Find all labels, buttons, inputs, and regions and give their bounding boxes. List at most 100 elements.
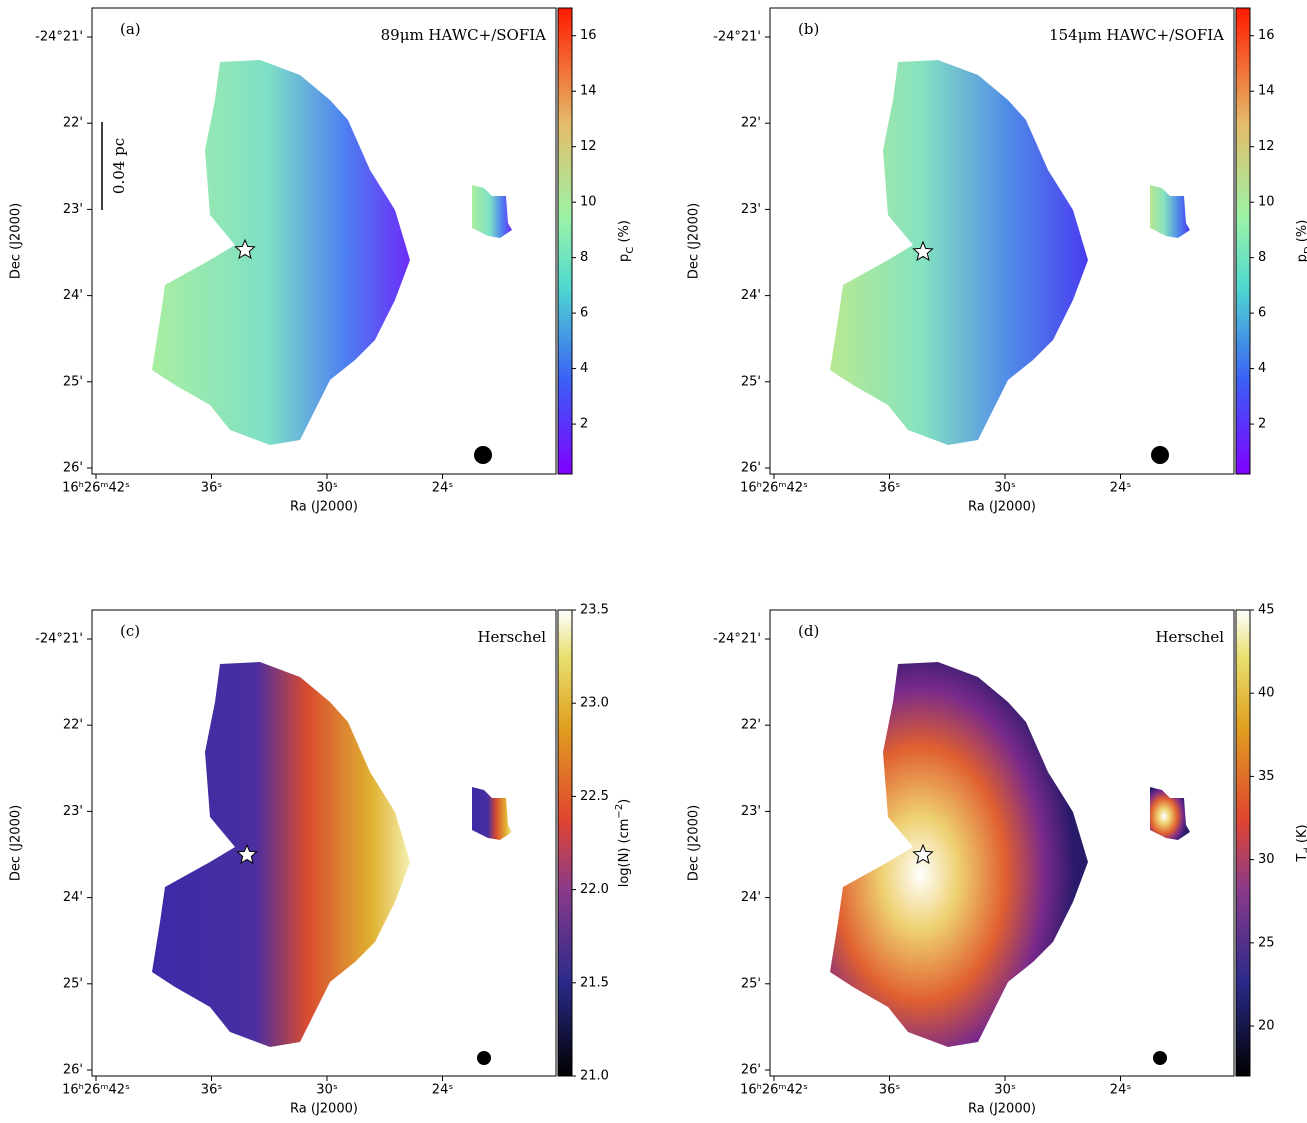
colorbar-label: log(N) (cm−2): [614, 799, 632, 888]
colorbar-label: pC (%): [617, 220, 636, 262]
colorbar-tick-label: 45: [1258, 603, 1275, 618]
colorbar-tick-label: 30: [1258, 852, 1275, 867]
colorbar: [557, 609, 573, 1077]
map-region: [830, 60, 1088, 445]
colorbar-tick-label: 22.5: [580, 789, 609, 804]
y-axis-label: Dec (J2000): [9, 805, 24, 881]
x-axis-label: Ra (J2000): [968, 1102, 1036, 1117]
colorbar-tick-label: 6: [1258, 306, 1266, 321]
protostar-marker: [912, 240, 934, 262]
colorbar: [1235, 609, 1251, 1077]
panel-label: (c): [120, 622, 140, 640]
colorbar-tick-label: 2: [580, 417, 588, 432]
map-region: [472, 787, 512, 840]
colorbar-tick-label: 22.0: [580, 882, 609, 897]
beam: [1151, 446, 1169, 464]
colorbar-tick-label: 16: [1258, 28, 1275, 43]
colorbar-label-part: T: [1295, 854, 1307, 863]
colorbar-tick-label: 21.5: [580, 975, 609, 990]
panel-label: (d): [798, 622, 819, 640]
x-tick-label: 30ˢ: [994, 481, 1016, 496]
axes-frame: [91, 7, 557, 475]
y-tick-label: 26': [63, 1063, 83, 1078]
panel-label: (b): [798, 20, 819, 38]
colorbar-label-part: D: [1303, 246, 1307, 254]
x-tick-label: 36ˢ: [879, 1083, 901, 1098]
colorbar-label-part: d: [1303, 847, 1307, 853]
panel: (d) Herschel -24°21' 22' 23' 24' 25' 26' 16ʰ26ᵐ4…: [687, 603, 1307, 1117]
y-tick-label: 24': [63, 288, 83, 303]
x-tick-label: 30ˢ: [994, 1083, 1016, 1098]
colorbar-tick-label: 20: [1258, 1019, 1275, 1034]
y-tick-label: 22': [63, 718, 83, 733]
colorbar-tick-label: 4: [580, 361, 588, 376]
panel-title: Herschel: [1155, 628, 1224, 646]
colorbar-label-part: ): [617, 799, 632, 804]
x-tick-label: 16ʰ26ᵐ42ˢ: [62, 1083, 130, 1098]
map-region: [830, 662, 1088, 1047]
colorbar-label-part: p: [617, 254, 632, 262]
colorbar-tick-label: 8: [1258, 250, 1266, 265]
x-tick-label: 24ˢ: [432, 1083, 454, 1098]
colorbar-tick-label: 10: [1258, 195, 1275, 210]
colorbar-tick-label: 35: [1258, 769, 1275, 784]
x-axis-label: Ra (J2000): [968, 500, 1036, 515]
x-tick-label: 36ˢ: [201, 1083, 223, 1098]
panel: (c) Herschel -24°21' 22' 23' 24' 25' 26' 16ʰ26ᵐ4…: [9, 603, 632, 1117]
map-region: [152, 662, 410, 1047]
y-tick-label: 23': [741, 804, 761, 819]
y-tick-label: 22': [741, 718, 761, 733]
colorbar-tick-label: 4: [1258, 361, 1266, 376]
colorbar-tick-label: 14: [1258, 84, 1275, 99]
x-axis-label: Ra (J2000): [290, 500, 358, 515]
colorbar-label-part: (%): [617, 220, 632, 247]
colorbar-tick-label: 16: [580, 28, 597, 43]
axes-frame: [769, 7, 1235, 475]
colorbar-label: pD (%): [1295, 220, 1307, 263]
colorbar-tick-label: 6: [580, 306, 588, 321]
colorbar-tick-label: 12: [580, 139, 597, 154]
colorbar: [1235, 7, 1251, 475]
y-tick-label: -24°21': [713, 632, 761, 647]
panel-title: 154μm HAWC+/SOFIA: [1049, 26, 1224, 44]
colorbar-label-part: (K): [1295, 824, 1307, 847]
y-axis-label: Dec (J2000): [687, 805, 702, 881]
x-tick-label: 16ʰ26ᵐ42ˢ: [62, 481, 130, 496]
y-tick-label: 22': [741, 116, 761, 131]
colorbar-label-part: p: [1295, 254, 1307, 262]
colorbar-tick-label: 12: [1258, 139, 1275, 154]
y-tick-label: 22': [63, 116, 83, 131]
map-region: [152, 60, 410, 445]
panel-title: 89μm HAWC+/SOFIA: [381, 26, 547, 44]
y-tick-label: 25': [741, 374, 761, 389]
x-tick-label: 36ˢ: [201, 481, 223, 496]
y-tick-label: 26': [741, 1063, 761, 1078]
map-region: [1150, 787, 1190, 840]
y-tick-label: -24°21': [35, 632, 83, 647]
x-axis-label: Ra (J2000): [290, 1102, 358, 1117]
colorbar-tick-label: 23.0: [580, 696, 609, 711]
axes-frame: [769, 609, 1235, 1077]
x-tick-label: 36ˢ: [879, 481, 901, 496]
y-tick-label: 23': [741, 202, 761, 217]
y-tick-label: 25': [63, 976, 83, 991]
colorbar-tick-label: 23.5: [580, 603, 609, 618]
y-tick-label: 24': [63, 890, 83, 905]
colorbar-label-part: log(N) (cm: [617, 819, 632, 888]
colorbar-tick-label: 14: [580, 84, 597, 99]
beam: [477, 1051, 491, 1065]
colorbar-label: Td (K): [1295, 824, 1307, 862]
colorbar-tick-label: 21.0: [580, 1069, 609, 1084]
panel: (a) 89μm HAWC+/SOFIA-24°21'22'23'24'25'26…: [9, 7, 636, 515]
colorbar-tick-label: 25: [1258, 935, 1275, 950]
panel: (b) 154μm HAWC+/SOFIA -24°21' 22' 23' 24' 25' 2…: [687, 7, 1307, 515]
x-tick-label: 24ˢ: [1110, 481, 1132, 496]
panel-title: Herschel: [477, 628, 546, 646]
y-tick-label: 24': [741, 890, 761, 905]
y-tick-label: 23': [63, 804, 83, 819]
beam: [1153, 1051, 1167, 1065]
y-tick-label: -24°21': [35, 30, 83, 45]
axes-frame: [91, 609, 557, 1077]
y-axis-label: Dec (J2000): [9, 203, 24, 279]
